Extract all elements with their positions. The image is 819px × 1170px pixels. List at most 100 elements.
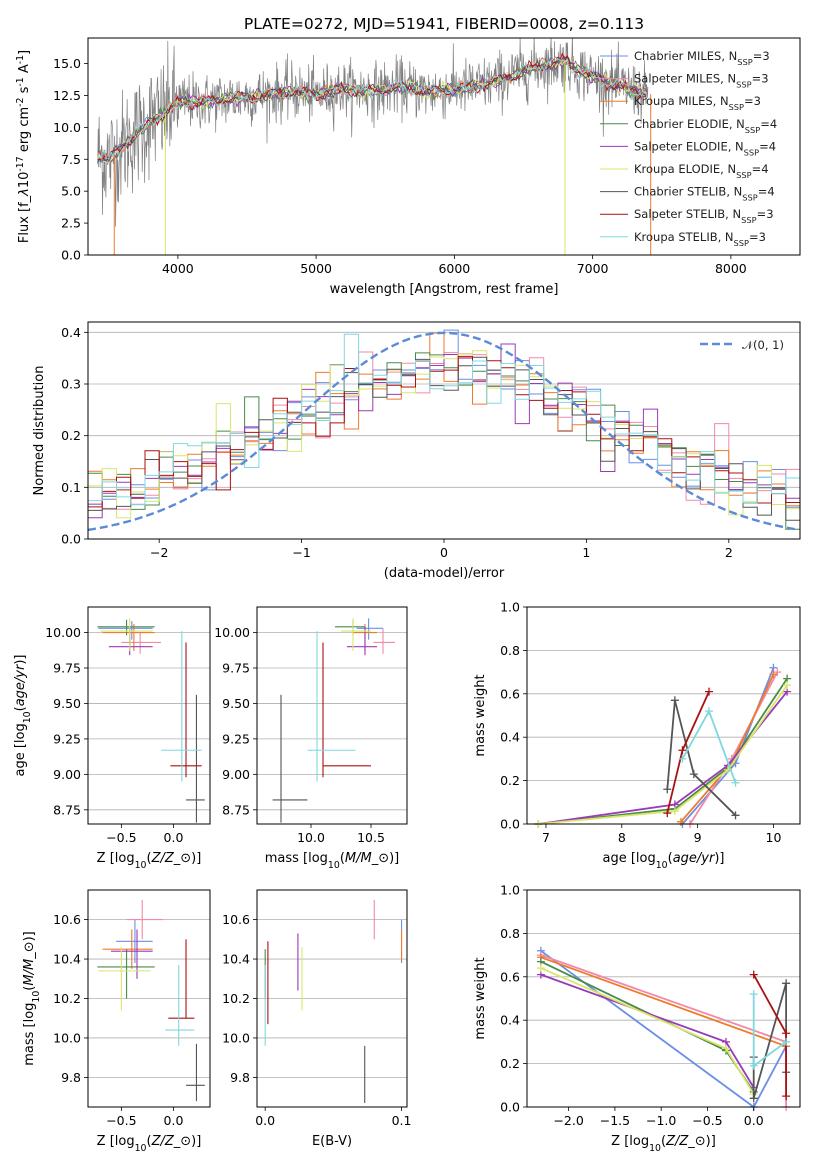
series-salpeter_elodie [538,691,788,824]
series-chabrier_miles [681,667,775,824]
x-tick-label: 8 [618,830,626,845]
legend-label: Salpeter MILES, NSSP=3 [634,72,769,90]
x-axis-label: mass [log10(M/M_⊙)] [265,851,400,871]
x-tick-label: 10.5 [357,830,385,845]
y-tick-label: 0.8 [500,926,520,941]
y-tick-label: 10.4 [53,952,81,967]
series-kroupa_miles [680,673,775,823]
axes-frame [87,37,801,256]
marker-salpeter_stelib [705,687,713,696]
y-tick-label: 10.00 [45,625,81,640]
y-tick-label: 8.75 [222,802,250,817]
x-tick-label: −1.0 [646,1113,676,1128]
panel-spectrum: 4000 5000 6000 7000 8000 0.0 2.5 5.0 7.5 10.0 12.5… [15,37,801,297]
y-tick-label: 10.00 [214,625,250,640]
legend-label: Chabrier MILES, NSSP=3 [634,49,770,67]
marker-kroupa_elodie [670,806,679,815]
x-tick-label: 0.0 [164,830,184,845]
y-axis-label: Flux [f_λ10-17 erg cm-2 s-1 A-1] [15,50,33,243]
y-tick-label: 10.6 [53,912,81,927]
x-tick-label: −0.5 [106,830,136,845]
y-tick-label: 9.25 [222,731,250,746]
legend-label: Chabrier STELIB, NSSP=4 [634,185,775,203]
panel-mass_vs_ebv: 0.0 0.1 9.8 10.0 10.2 10.4 10.6 E(B-V) [222,889,411,1149]
observed-spectrum [97,38,649,227]
y-tick-label: 9.8 [61,1070,81,1085]
y-tick-label: 0.4 [500,1013,520,1028]
x-axis-label: Z [log10(Z/Z_⊙)] [97,851,202,871]
x-tick-label: −1.5 [600,1113,630,1128]
marker-salpeter_stelib [749,970,758,979]
x-tick-label: −1 [292,545,310,560]
y-tick-label: 0.2 [500,773,520,788]
marker-chabrier_stelib [663,785,672,794]
marker-kroupa_elodie [721,1044,730,1053]
marker-kroupa_stelib [705,707,713,716]
y-tick-label: 12.5 [53,88,81,103]
y-tick-label: 10.2 [53,991,81,1006]
panel-age_vs_Z: −0.5 0.0 8.75 9.00 9.25 9.50 9.75 10.00 Z [log10… [13,606,211,871]
series-chabrier_miles [540,950,787,1107]
legend-label: Salpeter ELODIE, NSSP=4 [634,139,776,157]
marker-salpeter_stelib [678,746,687,755]
hist-chabrier_stelib [88,356,800,521]
y-tick-label: 10.6 [222,912,250,927]
y-tick-label: 15.0 [53,56,81,71]
y-tick-label: 10.2 [222,991,250,1006]
marker-chabrier_stelib [749,1094,758,1103]
legend-label: Salpeter STELIB, NSSP=3 [634,207,774,225]
marker-kroupa_elodie [536,964,545,973]
y-tick-label: 0.2 [61,428,81,443]
y-tick-label: 0.1 [61,480,81,495]
series-chabrier_elodie [538,678,788,824]
model-kroupa_stelib [97,57,648,159]
y-tick-label: 1.0 [500,883,520,898]
y-tick-label: 0.4 [61,325,81,340]
x-tick-label: 1 [582,545,590,560]
hist-kroupa_stelib [88,333,800,517]
marker-kroupa_stelib [749,1061,758,1070]
x-tick-label: 7 [542,830,550,845]
y-tick-label: 0.0 [500,1100,520,1115]
x-axis-label: E(B-V) [312,1134,352,1149]
panel-mass_vs_Z: −0.5 0.0 9.8 10.0 10.2 10.4 10.6 Z [log10(Z/Z_⊙… [22,889,211,1154]
y-tick-label: 10.0 [222,1030,250,1045]
axes-frame [256,606,408,825]
x-tick-label: 0.0 [255,1113,275,1128]
series-kroupa_elodie [538,684,788,824]
y-axis-label: mass weight [473,674,488,756]
x-tick-label: 9 [694,830,702,845]
legend-label: Chabrier ELODIE, NSSP=4 [634,117,777,135]
y-tick-label: 10.0 [53,1030,81,1045]
y-tick-label: 9.75 [222,660,250,675]
x-tick-label: 0.0 [744,1113,764,1128]
y-axis-label: mass [log10(M/M_⊙)] [22,931,42,1066]
x-tick-label: 0.0 [164,1113,184,1128]
x-axis-label: (data-model)/error [384,566,505,581]
marker-salpeter_stelib [663,809,672,818]
y-tick-label: 0.0 [500,817,520,832]
axes-frame [526,606,801,825]
y-tick-label: 9.75 [53,660,81,675]
marker-salpeter_stelib [782,1092,791,1101]
axes-frame [87,606,211,825]
y-tick-label: 9.50 [222,696,250,711]
y-axis-label: mass weight [473,957,488,1039]
y-tick-label: 0.4 [500,730,520,745]
y-tick-label: 9.00 [222,767,250,782]
gaussian-curve [88,331,798,532]
x-tick-label: 8000 [715,261,747,276]
y-tick-label: 10.4 [222,952,250,967]
chart-title: PLATE=0272, MJD=51941, FIBERID=0008, z=0… [244,15,644,33]
x-tick-label: 10.0 [297,830,325,845]
marker-chabrier_stelib [670,696,679,705]
y-axis-label: Normed distribution [32,366,47,496]
y-tick-label: 0.2 [500,1056,520,1071]
model-chabrier_stelib [97,55,648,163]
panel-weight_vs_Z: −2.0 −1.5 −1.0 −0.5 0.0 0.0 0.2 0.4 0.6 0.8 1.0 Z [… [473,883,801,1154]
y-tick-label: 8.75 [53,802,81,817]
y-tick-label: 0.0 [61,248,81,263]
x-tick-label: 5000 [300,261,332,276]
y-tick-label: 10.0 [53,120,81,135]
